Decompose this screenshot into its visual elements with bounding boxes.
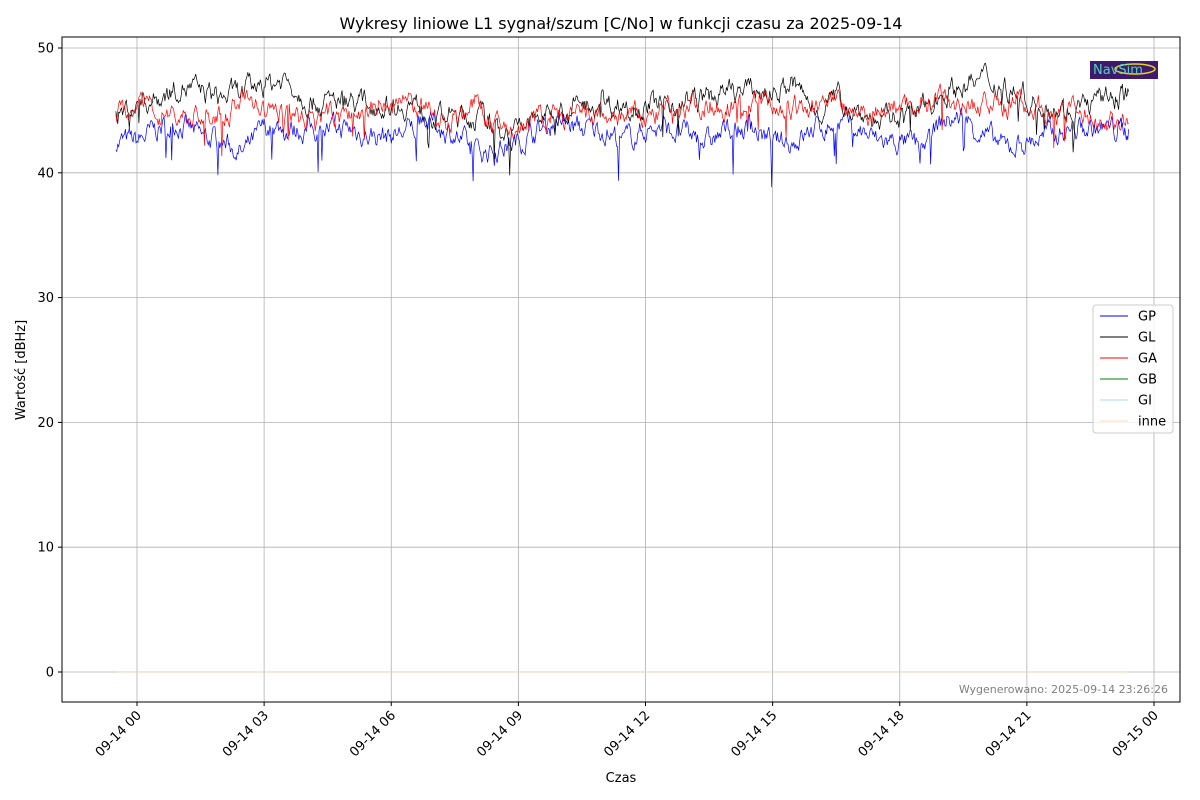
x-tick-label: 09-14 12 bbox=[601, 708, 653, 760]
y-axis-label: Wartość [dBHz] bbox=[14, 320, 29, 420]
legend-label-gl: GL bbox=[1138, 331, 1156, 346]
x-tick-label: 09-15 00 bbox=[1110, 708, 1162, 760]
series-line-gl bbox=[115, 62, 1129, 176]
x-tick-label: 09-14 21 bbox=[983, 708, 1035, 760]
chart-title: Wykresy liniowe L1 sygnał/szum [C/No] w … bbox=[340, 14, 903, 33]
legend-label-gb: GB bbox=[1138, 373, 1157, 388]
y-tick-label: 30 bbox=[37, 291, 54, 306]
legend: GP GL GA GB GI inne bbox=[1092, 304, 1174, 434]
legend-label-inne: inne bbox=[1138, 415, 1166, 430]
x-axis: 09-14 00 09-14 03 09-14 06 09-14 09 09-14 12… bbox=[93, 702, 1162, 760]
y-tick-label: 50 bbox=[37, 42, 54, 57]
grid bbox=[62, 37, 1180, 702]
generated-annotation: Wygenerowano: 2025-09-14 23:26:26 bbox=[959, 683, 1168, 696]
legend-label-gp: GP bbox=[1138, 310, 1156, 325]
x-tick-label: 09-14 03 bbox=[220, 708, 272, 760]
x-tick-label: 09-14 00 bbox=[93, 708, 145, 760]
y-axis: 0 10 20 30 40 50 bbox=[37, 42, 62, 681]
series-lines bbox=[115, 62, 1129, 673]
plot-frame bbox=[61, 36, 1181, 703]
navsim-logo: NavSim bbox=[1090, 61, 1158, 79]
y-tick-label: 40 bbox=[37, 166, 54, 181]
logo-text: NavSim bbox=[1093, 63, 1143, 78]
x-tick-label: 09-14 15 bbox=[729, 708, 781, 760]
y-tick-label: 10 bbox=[37, 541, 54, 556]
legend-label-ga: GA bbox=[1138, 352, 1157, 367]
x-tick-label: 09-14 18 bbox=[856, 708, 908, 760]
x-axis-label: Czas bbox=[606, 771, 637, 786]
y-tick-label: 20 bbox=[37, 416, 54, 431]
x-tick-label: 09-14 06 bbox=[347, 708, 399, 760]
series-line-ga bbox=[115, 83, 1129, 157]
y-tick-label: 0 bbox=[46, 666, 54, 681]
x-tick-label: 09-14 09 bbox=[474, 708, 526, 760]
series-line-gp bbox=[115, 106, 1129, 188]
legend-label-gi: GI bbox=[1138, 394, 1152, 409]
